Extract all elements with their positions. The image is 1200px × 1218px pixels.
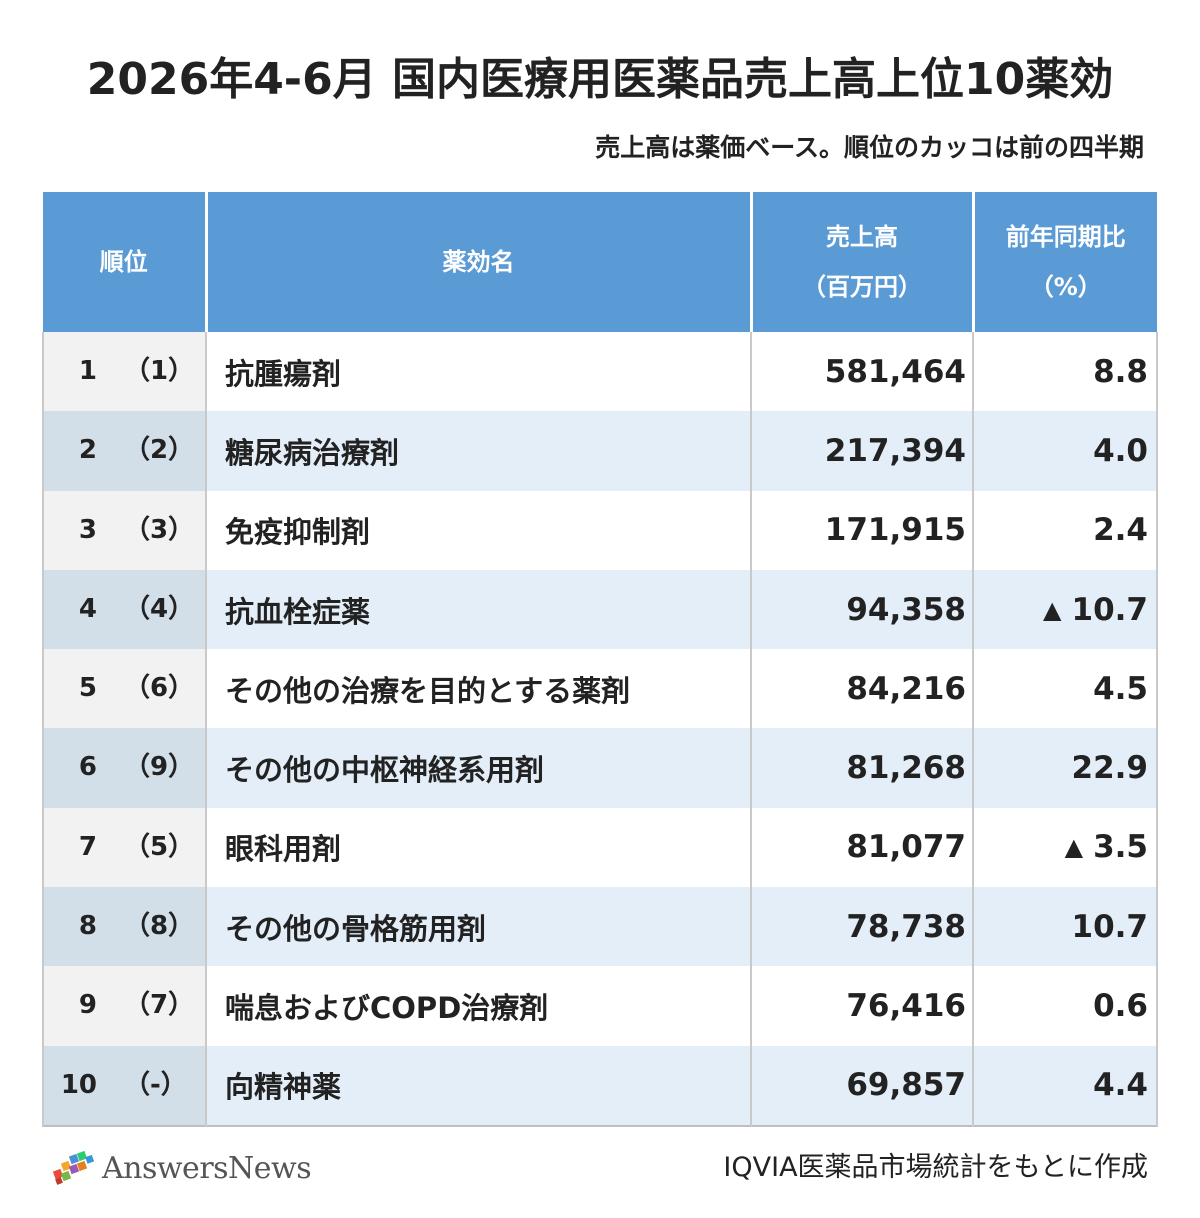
header-name: 薬効名 <box>204 192 751 332</box>
rank-cell: 10 （-） <box>42 1045 206 1126</box>
yoy-value: 4.5 <box>1093 670 1148 707</box>
rank-current: 2 <box>78 435 97 466</box>
rank-current: 5 <box>78 673 97 704</box>
rank-cell: 7 （5） <box>42 807 206 888</box>
yoy-cell: 4.0 <box>972 411 1158 491</box>
sales-value: 81,268 <box>750 728 973 808</box>
table-row: 10 （-） 向精神薬 69,857 4.4 <box>42 1045 1158 1126</box>
table-row: 6 （9） その他の中枢神経系用剤 81,268 22.9 <box>42 728 1158 808</box>
brand-logo: AnswersNews <box>52 1146 312 1190</box>
table-row: 7 （5） 眼科用剤 81,077 ▲ 3.5 <box>42 807 1158 888</box>
rank-cell: 4 （4） <box>42 569 206 650</box>
source-note: IQVIA医薬品市場統計をもとに作成 <box>723 1152 1148 1183</box>
rank-previous: （2） <box>124 435 195 466</box>
rank-cell: 9 （7） <box>42 966 206 1046</box>
rank-current: 1 <box>78 356 97 386</box>
yoy-value: 0.6 <box>1093 988 1148 1025</box>
yoy-cell: ▲ 3.5 <box>972 807 1158 888</box>
yoy-cell: 2.4 <box>972 490 1158 570</box>
sales-value: 69,857 <box>750 1045 973 1126</box>
decrease-triangle-icon: ▲ <box>1043 595 1062 624</box>
table-row: 8 （8） その他の骨格筋用剤 78,738 10.7 <box>42 887 1158 967</box>
yoy-value: 10.7 <box>1071 908 1149 945</box>
rank-previous: （1） <box>124 356 195 386</box>
drug-class-name: 喘息およびCOPD治療剤 <box>205 966 751 1046</box>
sales-value: 84,216 <box>750 649 973 729</box>
rank-current: 9 <box>78 990 97 1021</box>
rank-current: 10 <box>60 1069 97 1100</box>
rank-cell: 2 （2） <box>42 411 206 491</box>
rank-previous: （4） <box>124 593 195 624</box>
rank-current: 6 <box>78 752 97 783</box>
rank-previous: （6） <box>124 673 195 704</box>
table-row: 9 （7） 喘息およびCOPD治療剤 76,416 0.6 <box>42 966 1158 1046</box>
table-row: 3 （3） 免疫抑制剤 171,915 2.4 <box>42 490 1158 570</box>
brand-mosaic-icon <box>52 1150 95 1185</box>
yoy-value: 4.4 <box>1093 1067 1148 1104</box>
drug-class-name: その他の中枢神経系用剤 <box>205 728 751 808</box>
yoy-cell: 4.5 <box>972 649 1158 729</box>
drug-class-name: 抗腫瘍剤 <box>205 332 751 412</box>
rank-cell: 5 （6） <box>42 649 206 729</box>
table-body: 1 （1） 抗腫瘍剤 581,464 8.8 2 （2） 糖尿病治療剤 217,394 4.0 3 （… <box>42 332 1158 1126</box>
rank-current: 3 <box>78 514 97 545</box>
chart-subtitle: 売上高は薬価ベース。順位のカッコは前の四半期 <box>595 133 1144 162</box>
yoy-value: 2.4 <box>1093 512 1148 549</box>
drug-class-name: その他の骨格筋用剤 <box>205 887 751 967</box>
rank-previous: （7） <box>124 990 195 1021</box>
rank-current: 4 <box>78 593 97 624</box>
drug-class-name: 向精神薬 <box>205 1045 751 1126</box>
yoy-cell: 8.8 <box>972 332 1158 412</box>
table-row: 4 （4） 抗血栓症薬 94,358 ▲ 10.7 <box>42 569 1158 650</box>
drug-class-name: 免疫抑制剤 <box>205 490 751 570</box>
header-sales-label: 売上高 <box>826 223 898 251</box>
table-row: 1 （1） 抗腫瘍剤 581,464 8.8 <box>42 332 1158 412</box>
drug-class-name: 糖尿病治療剤 <box>205 411 751 491</box>
rank-previous: （8） <box>124 911 195 942</box>
rank-previous: （5） <box>124 831 195 862</box>
sales-value: 217,394 <box>750 411 973 491</box>
sales-value: 94,358 <box>750 569 973 650</box>
rank-current: 8 <box>78 911 97 942</box>
yoy-value: 8.8 <box>1093 353 1148 390</box>
rank-previous: （9） <box>124 752 195 783</box>
header-yoy-unit: （%） <box>1029 273 1102 301</box>
yoy-cell: 22.9 <box>972 728 1158 808</box>
sales-value: 581,464 <box>750 332 973 412</box>
rank-previous: （-） <box>124 1069 187 1100</box>
yoy-cell: ▲ 10.7 <box>972 569 1158 650</box>
rank-current: 7 <box>78 831 97 862</box>
table-header-row: 順位 薬効名 売上高 （百万円） 前年同期比 （%） <box>43 192 1157 332</box>
header-rank: 順位 <box>43 192 206 332</box>
yoy-cell: 10.7 <box>972 887 1158 967</box>
rank-cell: 6 （9） <box>42 728 206 808</box>
ranking-table: 順位 薬効名 売上高 （百万円） 前年同期比 （%） 1 （1） 抗腫瘍剤 581,4… <box>42 192 1158 1127</box>
sales-value: 76,416 <box>750 966 973 1046</box>
decrease-triangle-icon: ▲ <box>1064 833 1084 862</box>
yoy-cell: 0.6 <box>972 966 1158 1046</box>
yoy-value: 10.7 <box>1071 591 1149 628</box>
yoy-cell: 4.4 <box>972 1045 1158 1126</box>
sales-value: 81,077 <box>750 807 973 888</box>
rank-cell: 1 （1） <box>42 332 206 412</box>
sales-value: 171,915 <box>750 490 973 570</box>
header-yoy-label: 前年同期比 <box>1005 223 1126 251</box>
yoy-value: 3.5 <box>1093 829 1148 866</box>
rank-cell: 8 （8） <box>42 887 206 967</box>
chart-title: 2026年4-6月 国内医療用医薬品売上高上位10薬効 <box>86 54 1114 105</box>
yoy-value: 22.9 <box>1071 750 1149 787</box>
rank-previous: （3） <box>124 514 195 545</box>
drug-class-name: 眼科用剤 <box>205 807 751 888</box>
drug-class-name: その他の治療を目的とする薬剤 <box>205 649 751 729</box>
header-yoy: 前年同期比 （%） <box>971 192 1157 332</box>
sales-value: 78,738 <box>750 887 973 967</box>
yoy-value: 4.0 <box>1093 432 1148 469</box>
drug-class-name: 抗血栓症薬 <box>205 569 751 650</box>
header-sales: 売上高 （百万円） <box>749 192 973 332</box>
table-row: 2 （2） 糖尿病治療剤 217,394 4.0 <box>42 411 1158 491</box>
rank-cell: 3 （3） <box>42 490 206 570</box>
table-row: 5 （6） その他の治療を目的とする薬剤 84,216 4.5 <box>42 649 1158 729</box>
brand-name: AnswersNews <box>102 1150 312 1186</box>
header-sales-unit: （百万円） <box>802 273 922 301</box>
